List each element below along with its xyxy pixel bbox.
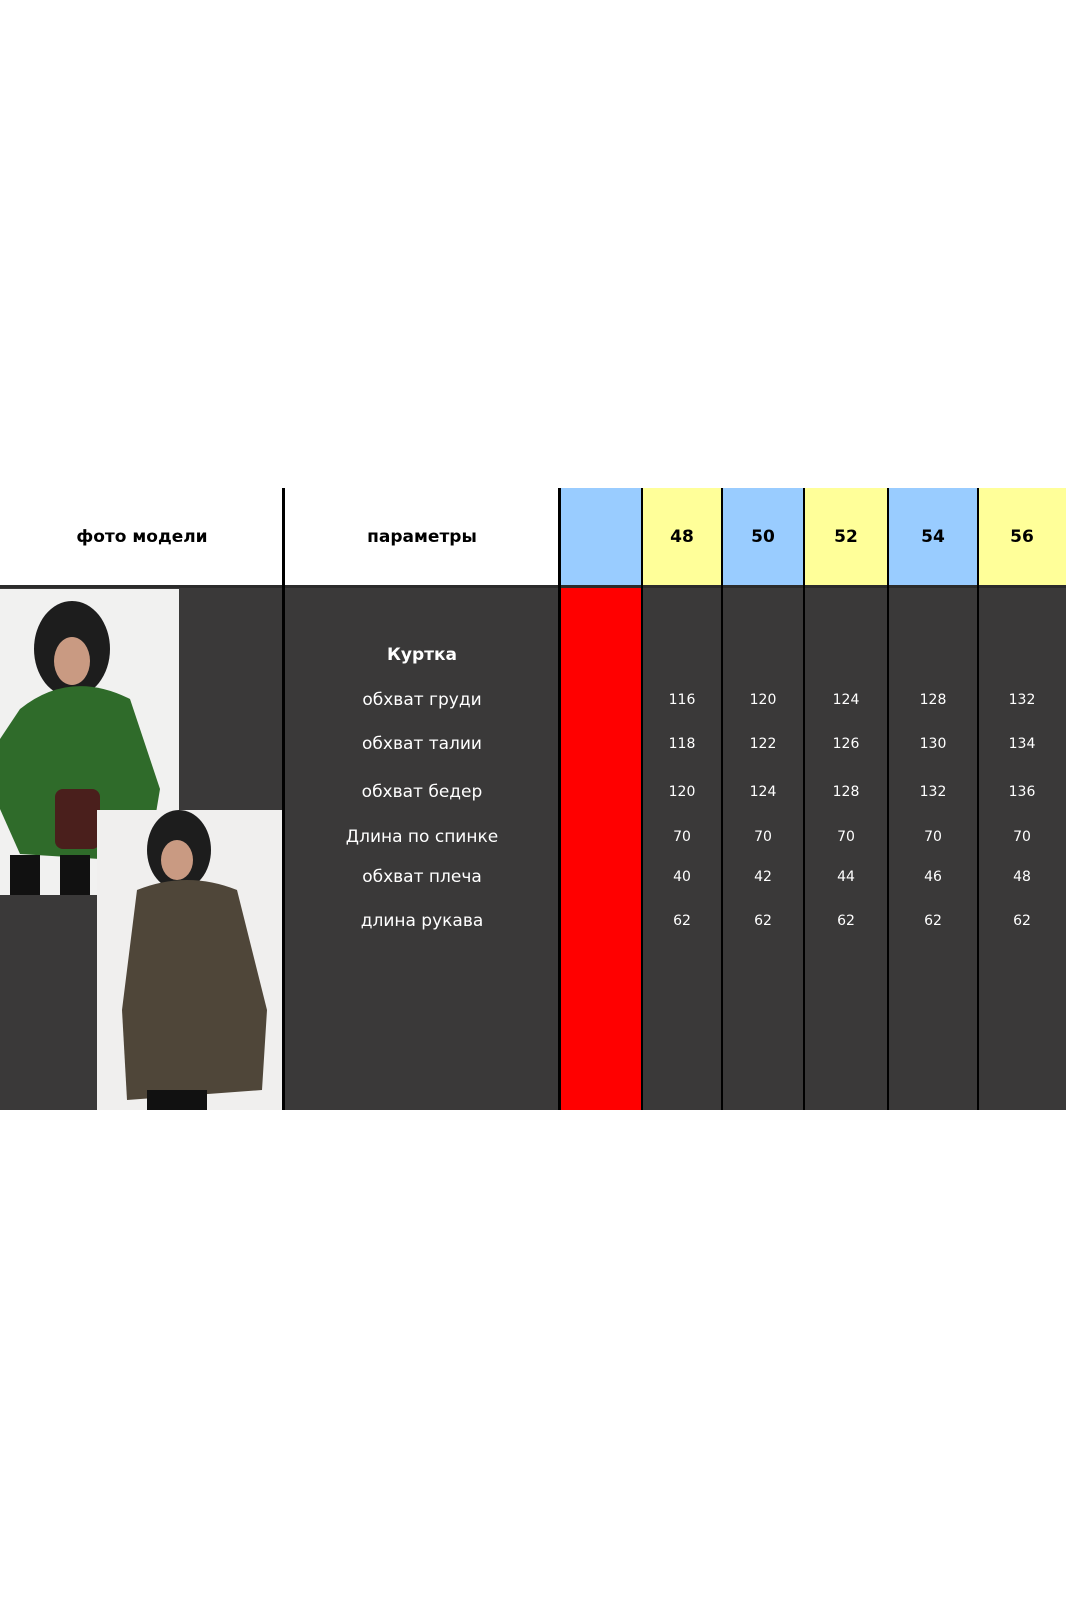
column-divider <box>558 488 561 1110</box>
row-value: 128 <box>919 692 947 708</box>
row-label: обхват плеча <box>362 867 482 887</box>
column-divider <box>977 488 979 1110</box>
header-photo: фото модели <box>76 527 208 547</box>
row-value: 124 <box>832 692 860 708</box>
row-value: 128 <box>832 784 860 800</box>
row-value: 48 <box>1013 869 1031 885</box>
column-divider <box>721 488 723 1110</box>
row-label: обхват талии <box>362 734 482 754</box>
row-value: 70 <box>1013 829 1031 845</box>
row-value: 70 <box>754 829 772 845</box>
header-size-56: 56 <box>978 488 1066 586</box>
row-value: 130 <box>919 736 947 752</box>
row-value: 124 <box>749 784 777 800</box>
model-photo-green <box>0 589 179 895</box>
row-value: 134 <box>1008 736 1036 752</box>
section-title: Куртка <box>386 645 457 665</box>
column-divider <box>282 488 285 1110</box>
row-value: 62 <box>754 913 772 929</box>
column-divider <box>803 488 805 1110</box>
row-value: 70 <box>673 829 691 845</box>
row-value: 62 <box>924 913 942 929</box>
row-label: Длина по спинке <box>345 827 499 847</box>
row-value: 40 <box>673 869 691 885</box>
header-size-52: 52 <box>804 488 888 586</box>
row-value: 118 <box>668 736 696 752</box>
header-divider <box>0 585 1066 588</box>
header-size-54: 54 <box>888 488 978 586</box>
row-label: длина рукава <box>360 911 484 931</box>
row-label: обхват груди <box>362 690 482 710</box>
model-photo-brown <box>97 810 283 1110</box>
header-size-50: 50 <box>722 488 804 586</box>
header-blank-cell <box>560 488 642 586</box>
row-value: 120 <box>749 692 777 708</box>
row-value: 62 <box>1013 913 1031 929</box>
row-value: 116 <box>668 692 696 708</box>
row-value: 70 <box>837 829 855 845</box>
row-label: обхват бедер <box>361 782 483 802</box>
brown-jacket-image <box>122 810 267 1110</box>
header-params: параметры <box>367 527 477 547</box>
header-size-48: 48 <box>642 488 722 586</box>
column-divider <box>641 488 643 1110</box>
row-value: 132 <box>1008 692 1036 708</box>
row-value: 120 <box>668 784 696 800</box>
row-value: 62 <box>837 913 855 929</box>
row-value: 70 <box>924 829 942 845</box>
row-value: 126 <box>832 736 860 752</box>
column-divider <box>887 488 889 1110</box>
row-value: 42 <box>754 869 772 885</box>
row-value: 122 <box>749 736 777 752</box>
red-marker-column <box>560 588 642 1110</box>
row-value: 46 <box>924 869 942 885</box>
row-value: 62 <box>673 913 691 929</box>
row-value: 132 <box>919 784 947 800</box>
row-value: 136 <box>1008 784 1036 800</box>
row-value: 44 <box>837 869 855 885</box>
